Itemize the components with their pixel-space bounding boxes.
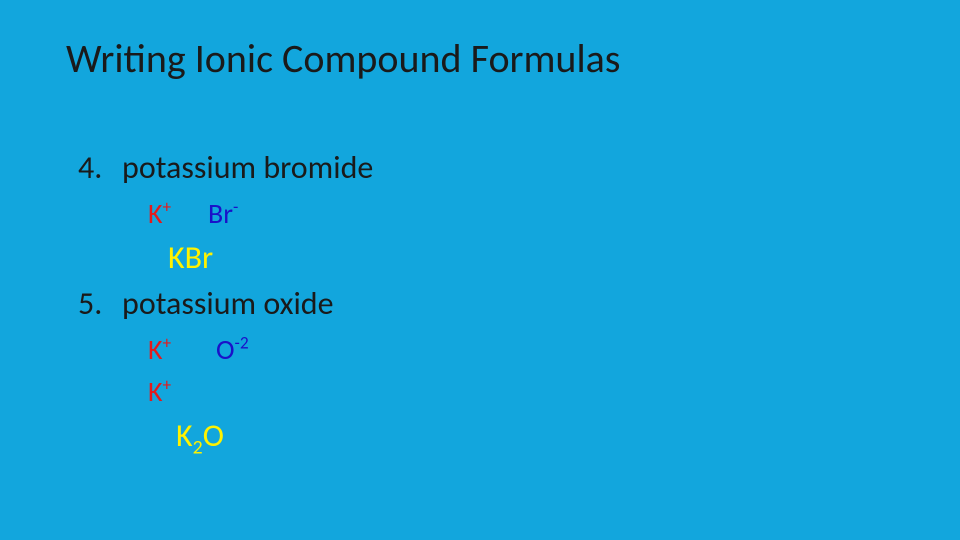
formula-subscript: 2 (193, 435, 203, 459)
list-number: 4. (78, 148, 102, 187)
ion-charge: - (233, 196, 238, 218)
ion-symbol: Br- (208, 196, 238, 231)
ion-symbol: K+ (148, 374, 171, 409)
slide: Writing Ionic Compound Formulas 4. potass… (0, 0, 960, 540)
ion-charge: + (163, 196, 172, 218)
ion-symbol: K+ (148, 196, 171, 231)
compound-name: potassium bromide (122, 148, 373, 187)
compound-formula: KBr (168, 238, 213, 277)
ion-symbol: O-2 (216, 332, 249, 367)
compound-formula: K2O (176, 416, 224, 455)
ion-charge: + (163, 374, 172, 396)
ion-charge: + (163, 332, 172, 354)
ion-symbol: K+ (148, 332, 171, 367)
compound-name: potassium oxide (122, 284, 334, 323)
ion-charge: -2 (235, 332, 249, 354)
list-number: 5. (78, 284, 102, 323)
slide-title: Writing Ionic Compound Formulas (66, 34, 620, 83)
